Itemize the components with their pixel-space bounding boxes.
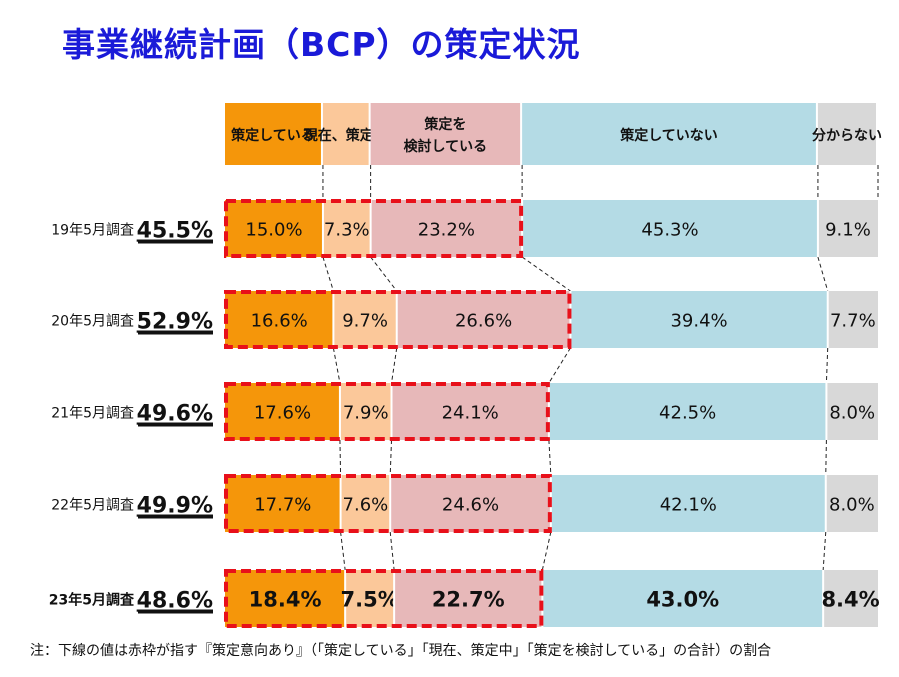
data-label: 9.1% [825,220,871,241]
bar-segment [827,291,878,348]
highlight-frame [224,382,550,441]
legend-swatch [817,103,876,165]
data-label: 42.1% [660,495,717,516]
connector-line [548,347,571,384]
legend-label: 策定していない [619,127,718,144]
data-label: 39.4% [670,311,727,332]
legend-label: 現在、策定中 [304,127,388,144]
data-label: 42.5% [659,403,716,424]
total-value: 49.6% [137,402,213,427]
bar-segment [522,200,818,257]
bar-segment [225,570,346,627]
total-value: 48.6% [137,589,213,614]
highlight-frame [224,199,524,258]
legend-label: 策定を [423,116,466,133]
bar-segment [225,200,323,257]
bar-segment [542,570,824,627]
connector-line [548,439,552,476]
legend-swatch [322,103,369,165]
highlight-frame [224,290,572,349]
connector-line [521,256,571,292]
data-label: 17.7% [254,495,311,516]
legend-label: 分からない [812,128,882,144]
bar-segment [391,383,549,440]
connector-line [339,439,342,476]
data-label: 23.2% [418,220,475,241]
data-label: 8.4% [821,588,879,612]
connector-line [825,347,829,384]
legend-swatch [522,103,816,165]
total-value: 45.5% [137,219,213,244]
data-label: 45.3% [641,220,698,241]
data-label: 43.0% [646,588,719,612]
bar-segment [570,291,828,348]
category-label: 21年5月調査 [51,406,134,422]
data-label: 26.6% [455,311,512,332]
data-label: 22.7% [432,588,505,612]
data-label: 15.0% [245,220,302,241]
category-label: 22年5月調査 [51,498,134,514]
legend-swatch [225,103,321,165]
connector-line [322,256,334,292]
bar-segment [390,475,551,532]
data-label: 18.4% [249,588,322,612]
bar-segment [396,291,571,348]
connector-line [825,439,827,476]
bar-segment [550,475,826,532]
connector-line [370,256,398,292]
data-label: 7.7% [830,311,876,332]
bar-segment [548,383,827,440]
connector-line [541,531,552,571]
footnote: 注：下線の値は赤枠が指す『策定意向あり』（「策定している」「現在、策定中」「策定… [30,643,772,659]
data-label: 17.6% [254,403,311,424]
bar-segment [322,200,371,257]
category-label: 23年5月調査 [49,592,135,609]
bar-segment [370,200,523,257]
connector-line [389,439,393,476]
bar-segment [339,383,392,440]
bar-segment [333,291,397,348]
highlight-frame [224,474,552,533]
data-label: 16.6% [251,311,308,332]
legend-swatch [370,103,521,165]
connector-line [822,531,827,571]
connector-line [340,531,346,571]
bar-segment [823,570,878,627]
bar-segment [826,383,878,440]
bar-segment [340,475,391,532]
legend-label: 策定している [230,127,315,144]
data-label: 9.7% [342,311,388,332]
total-value: 52.9% [137,310,213,335]
data-label: 24.6% [442,495,499,516]
highlight-frame [224,569,544,628]
legend-label: 検討している [404,138,488,155]
bar-segment [225,291,334,348]
bar-segment [225,383,340,440]
connector-line [332,347,341,384]
data-label: 8.0% [829,495,875,516]
connector-line [817,256,829,292]
data-label: 7.5% [341,588,399,612]
bar-segment [825,475,878,532]
data-label: 7.6% [343,495,389,516]
connector-line [391,347,398,384]
bar-segment [345,570,395,627]
bar-segment [225,475,341,532]
total-value: 49.9% [137,494,213,519]
data-label: 7.9% [343,403,389,424]
category-label: 19年5月調査 [51,223,134,239]
bar-segment [394,570,543,627]
bar-segment [817,200,878,257]
chart-title: 事業継続計画（BCP）の策定状況 [62,25,581,64]
data-label: 8.0% [829,403,875,424]
data-label: 7.3% [324,220,370,241]
connector-line [389,531,395,571]
category-label: 20年5月調査 [51,314,134,330]
data-label: 24.1% [442,403,499,424]
